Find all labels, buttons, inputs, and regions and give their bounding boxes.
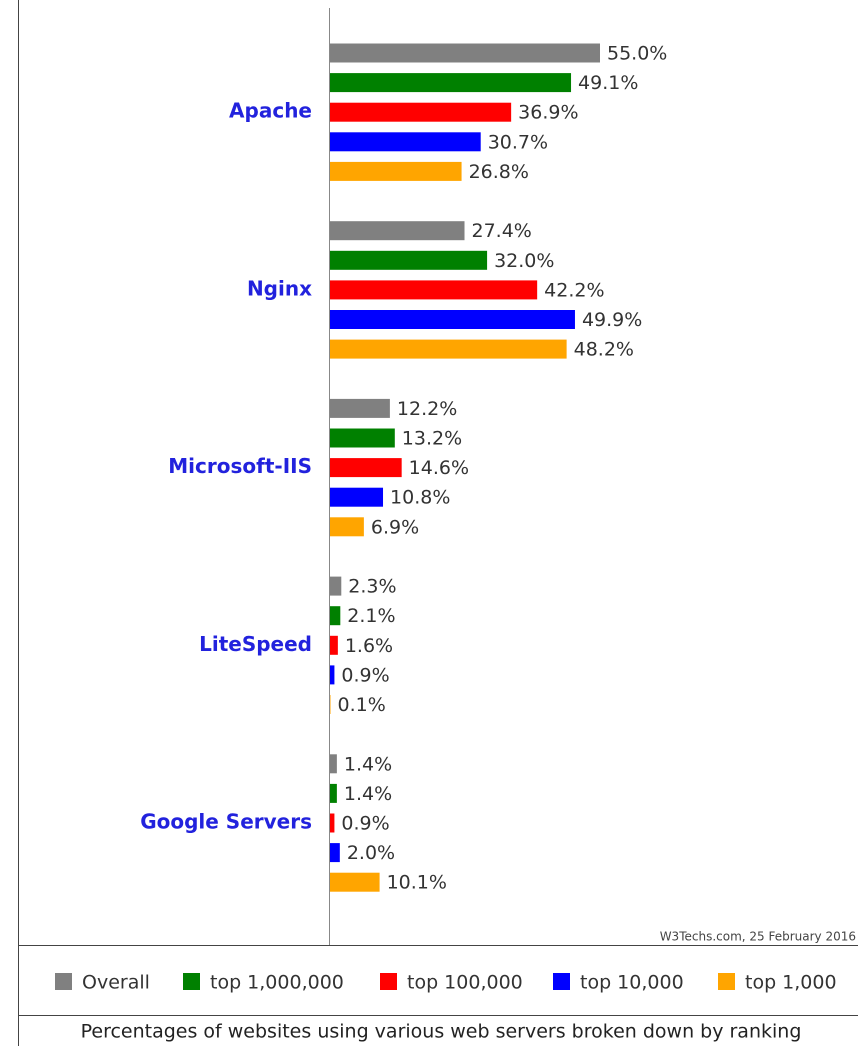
bar	[330, 73, 572, 93]
value-label: 42.2%	[544, 279, 604, 301]
legend-swatch	[380, 973, 397, 990]
value-label: 0.9%	[341, 664, 389, 686]
caption: Percentages of websites using various we…	[81, 1021, 802, 1043]
bar	[330, 783, 337, 803]
value-label: 2.0%	[347, 842, 395, 864]
bar	[330, 606, 341, 626]
category-label: Microsoft-IIS	[168, 454, 312, 478]
bar	[330, 280, 538, 300]
value-label: 0.1%	[337, 694, 385, 716]
value-label: 12.2%	[397, 398, 457, 420]
bar	[330, 576, 342, 596]
value-label: 48.2%	[574, 339, 634, 361]
value-label: 36.9%	[518, 102, 578, 124]
value-label: 49.1%	[578, 72, 638, 94]
category-label: Nginx	[247, 276, 312, 300]
bar	[330, 43, 600, 63]
bar	[330, 339, 567, 359]
legend-swatch	[553, 973, 570, 990]
value-label: 14.6%	[409, 457, 469, 479]
value-label: 10.8%	[390, 487, 450, 509]
annotation: W3Techs.com, 25 February 2016	[660, 930, 856, 944]
legend-label: top 10,000	[580, 972, 684, 994]
value-label: 32.0%	[494, 250, 554, 272]
value-label: 6.9%	[371, 516, 419, 538]
category-label: Google Servers	[140, 810, 312, 834]
value-label: 1.4%	[344, 783, 392, 805]
value-label: 55.0%	[607, 43, 667, 65]
bar	[330, 487, 384, 507]
value-label: 1.6%	[345, 635, 393, 657]
value-label: 13.2%	[402, 428, 462, 450]
legend-label: Overall	[82, 972, 150, 994]
bar	[330, 665, 335, 685]
bar	[330, 843, 340, 863]
bar	[330, 161, 462, 181]
value-label: 49.9%	[582, 309, 642, 331]
value-label: 0.9%	[341, 813, 389, 835]
bar	[330, 221, 465, 241]
value-label: 30.7%	[488, 131, 548, 153]
category-label: LiteSpeed	[199, 632, 312, 656]
legend-swatch	[183, 973, 200, 990]
value-label: 2.1%	[347, 605, 395, 627]
legend-swatch	[718, 973, 735, 990]
bar	[330, 754, 337, 774]
legend-label: top 100,000	[407, 972, 523, 994]
bar	[330, 250, 488, 270]
bar	[330, 872, 380, 892]
bar	[330, 102, 512, 122]
legend-label: top 1,000	[745, 972, 837, 994]
value-label: 10.1%	[387, 872, 447, 894]
bar	[330, 813, 335, 833]
bar	[330, 132, 481, 152]
value-label: 27.4%	[472, 220, 532, 242]
bar	[330, 398, 390, 418]
value-label: 1.4%	[344, 753, 392, 775]
value-label: 26.8%	[469, 161, 529, 183]
legend-label: top 1,000,000	[210, 972, 344, 994]
bar	[330, 428, 395, 448]
bar	[330, 310, 575, 329]
value-label: 2.3%	[348, 576, 396, 598]
bar	[330, 458, 402, 478]
category-label: Apache	[229, 99, 312, 123]
bar	[330, 635, 338, 655]
legend-swatch	[55, 973, 72, 990]
bar	[330, 517, 364, 537]
